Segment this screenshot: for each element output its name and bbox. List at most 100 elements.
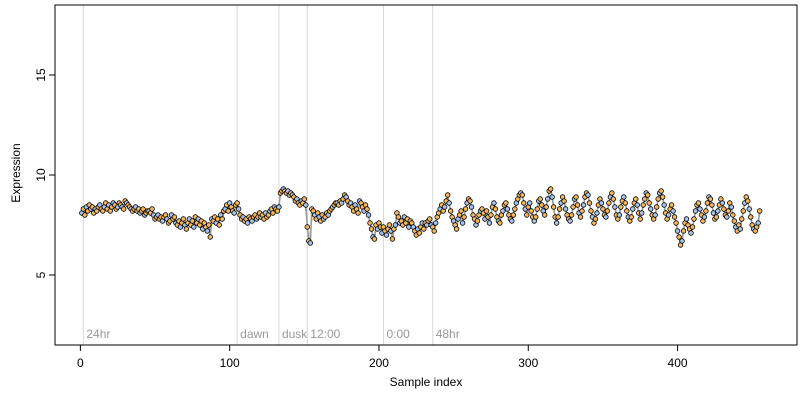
data-point (371, 236, 378, 242)
data-point (447, 208, 454, 214)
data-point (639, 210, 645, 216)
data-point (621, 194, 627, 200)
data-point (497, 220, 503, 226)
data-point (270, 210, 276, 216)
data-point (598, 200, 605, 206)
data-point (731, 218, 737, 224)
data-point (183, 226, 190, 232)
data-point (568, 212, 575, 218)
data-point (500, 208, 506, 214)
data-point (580, 202, 587, 208)
data-point (433, 220, 439, 226)
data-point (533, 214, 539, 220)
data-point (683, 216, 690, 222)
marker-label: 0:00 (386, 327, 410, 341)
data-point (553, 220, 560, 226)
data-point (658, 188, 664, 194)
data-point (624, 208, 630, 214)
data-point (550, 204, 557, 210)
data-point (689, 224, 696, 230)
data-point (120, 206, 127, 212)
marker-label: 12:00 (310, 327, 340, 341)
data-point (746, 206, 752, 212)
data-point (82, 212, 88, 218)
data-point (421, 226, 427, 232)
data-point (276, 204, 282, 210)
data-point (549, 194, 555, 200)
data-point (492, 206, 499, 212)
data-point (453, 226, 460, 232)
data-point (725, 208, 732, 214)
data-point (703, 208, 709, 214)
data-point (180, 216, 187, 222)
data-point (215, 216, 221, 222)
data-points (79, 186, 763, 248)
x-axis-label: Sample index (390, 375, 463, 389)
data-point (701, 214, 708, 220)
data-point (676, 234, 682, 240)
data-point (691, 216, 697, 222)
data-point (728, 204, 735, 210)
data-point (679, 238, 685, 244)
data-point (539, 202, 545, 208)
marker-label: dawn (240, 327, 269, 341)
y-tick-label: 15 (34, 68, 48, 82)
data-point (171, 214, 178, 220)
marker-label: 24hr (86, 327, 110, 341)
data-point (673, 220, 679, 226)
data-point (606, 200, 612, 206)
data-point (244, 220, 251, 226)
data-point (630, 206, 636, 212)
y-tick-label: 10 (34, 168, 48, 182)
data-point (653, 204, 660, 210)
data-point (579, 208, 585, 214)
marker-label: 48hr (436, 327, 460, 341)
data-point (739, 216, 745, 222)
data-point (304, 224, 311, 230)
data-point (527, 200, 533, 206)
data-point (528, 208, 534, 214)
x-tick-label: 400 (668, 356, 688, 370)
timepoint-markers: 24hr dawn dusk 12:00 0:00 48hr (82, 5, 460, 345)
data-point (655, 196, 661, 202)
data-point (519, 192, 525, 198)
data-point (395, 214, 402, 220)
data-point (149, 206, 155, 212)
data-point (628, 214, 634, 220)
data-point (745, 198, 751, 204)
y-tick-label: 5 (34, 271, 48, 278)
data-point (216, 222, 222, 228)
data-point (483, 208, 490, 214)
data-point (383, 232, 390, 238)
plot-frame (54, 4, 798, 346)
data-point (355, 210, 361, 216)
data-point (368, 226, 375, 232)
data-point (642, 196, 648, 202)
data-point (647, 206, 654, 212)
data-point (618, 204, 624, 210)
x-tick-label: 200 (369, 356, 389, 370)
data-point (570, 204, 576, 210)
data-point (592, 216, 599, 222)
data-point (509, 218, 515, 224)
data-point (692, 208, 699, 214)
data-point (585, 192, 591, 198)
data-point (574, 202, 581, 208)
data-point (577, 214, 584, 220)
data-point (713, 214, 720, 220)
data-point (588, 208, 594, 214)
data-point (671, 214, 678, 220)
data-point (389, 236, 396, 242)
data-point (561, 198, 567, 204)
data-point (756, 208, 763, 214)
data-point (503, 200, 509, 206)
x-tick-label: 100 (220, 356, 240, 370)
data-point (697, 206, 703, 212)
data-point (637, 216, 643, 222)
data-point (610, 196, 617, 202)
data-point (710, 210, 717, 216)
y-axis-label: Expression (9, 143, 23, 202)
data-point (668, 202, 675, 208)
data-point (474, 218, 481, 224)
